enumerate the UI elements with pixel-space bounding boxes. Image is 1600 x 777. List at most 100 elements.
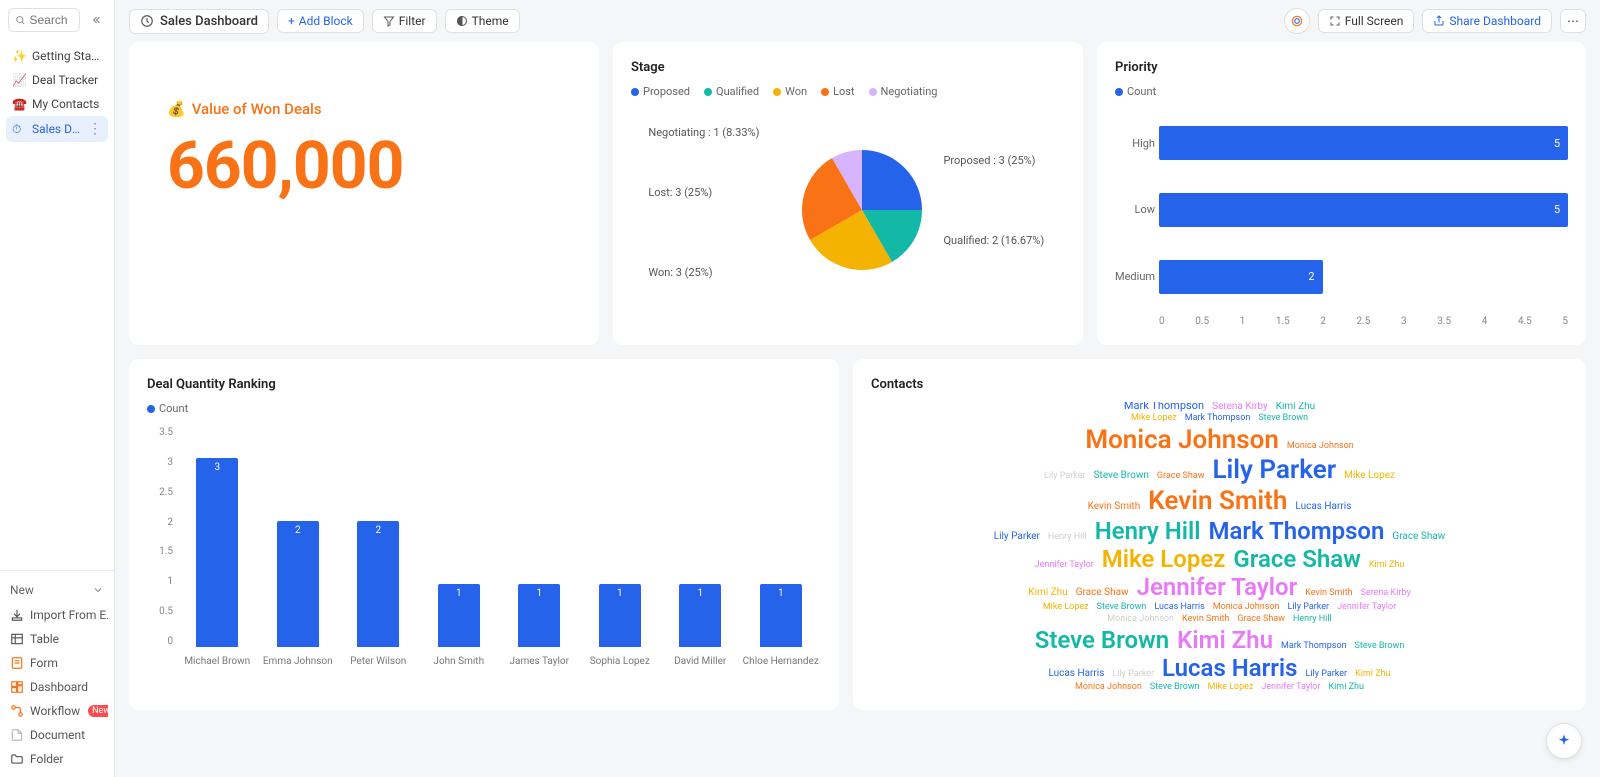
wordcloud-line: Steve BrownKimi ZhuMark ThompsonSteve Br… [1035, 627, 1405, 653]
ranking-bar: 3 [196, 458, 238, 647]
wordcloud-word: Grace Shaw [1076, 587, 1129, 598]
ranking-bar: 1 [599, 584, 641, 647]
wordcloud-word: Henry Hill [1095, 518, 1201, 544]
new-dropdown[interactable]: New [6, 577, 108, 603]
legend-dot [1115, 88, 1123, 96]
ranking-title: Deal Quantity Ranking [147, 377, 821, 392]
wordcloud-word: Mark Thompson [1281, 642, 1347, 652]
wordcloud-word: Monica Johnson [1213, 603, 1280, 613]
ranking-bar: 1 [518, 584, 560, 647]
wordcloud-word: Kevin Smith [1088, 501, 1141, 512]
bar-fill: 5 [1159, 193, 1568, 227]
wordcloud-word: Steve Brown [1150, 683, 1200, 692]
add-block-button[interactable]: + Add Block [277, 9, 364, 33]
wordcloud-line: Kevin SmithKevin SmithLucas Harris [1088, 487, 1352, 516]
legend-item: Count [1115, 85, 1156, 98]
wordcloud-line: Monica JohnsonMonica Johnson [1085, 426, 1353, 455]
stage-title: Stage [631, 60, 1065, 75]
bar-value: 3 [214, 462, 220, 473]
legend-dot [704, 88, 712, 96]
nav-item-icon: ☎️ [12, 97, 26, 111]
wordcloud-word: Kimi Zhu [1177, 627, 1273, 653]
contacts-card: Contacts Steve BrownMike LopezLily Parke… [853, 359, 1586, 710]
tool-label: Table [30, 632, 59, 646]
bar-category: Sophia Lopez [580, 656, 660, 667]
fullscreen-icon [1329, 15, 1341, 27]
axis-tick: 3.5 [1437, 316, 1451, 327]
wordcloud-word: Kimi Zhu [1276, 402, 1315, 412]
pie-label: Lost: 3 (25%) [648, 186, 712, 199]
priority-card: Priority Count High5Low5Medium2 00.511.5… [1097, 42, 1586, 345]
bar-category: Chloe Hernandez [741, 656, 821, 667]
legend-label: Proposed [643, 85, 690, 98]
search-box[interactable] [8, 8, 80, 32]
priority-bar-row: Medium2 [1159, 260, 1568, 294]
wordcloud-word: Jennifer Taylor [1261, 683, 1320, 692]
bar-category: Michael Brown [177, 656, 257, 667]
item-menu-icon[interactable]: ⋮ [88, 121, 102, 137]
pie-chart [792, 140, 932, 280]
share-button[interactable]: Share Dashboard [1422, 9, 1552, 33]
pie-slice [862, 150, 922, 210]
bar-category: David Miller [660, 656, 740, 667]
bar-value: 2 [295, 525, 301, 536]
sidebar-item[interactable]: ☎️My Contacts [6, 92, 108, 116]
ranking-bar: 1 [760, 584, 802, 647]
tool-item[interactable]: Dashboard [6, 675, 108, 699]
filter-button[interactable]: Filter [372, 9, 437, 33]
sidebar-item[interactable]: ✨Getting Started [6, 44, 108, 68]
bar-fill: 5 [1159, 126, 1568, 160]
wordcloud-word: Kimi Zhu [1369, 561, 1404, 571]
fab-button[interactable] [1546, 723, 1582, 759]
wordcloud-word: Kevin Smith [1182, 615, 1229, 625]
fullscreen-label: Full Screen [1345, 14, 1404, 28]
tool-item: Document [6, 723, 108, 747]
logo-button[interactable] [1284, 8, 1310, 34]
wordcloud-word: Monica Johnson [1075, 683, 1142, 692]
sidebar-item[interactable]: 📈Deal Tracker [6, 68, 108, 92]
bar-value: 1 [697, 588, 703, 599]
theme-button[interactable]: Theme [445, 9, 520, 33]
tool-label: Document [30, 728, 85, 742]
tool-item[interactable]: Folder [6, 747, 108, 771]
wordcloud-word: Kimi Zhu [1328, 683, 1363, 692]
share-icon [1433, 15, 1445, 27]
wordcloud-word: Mark Thompson [1124, 402, 1204, 412]
chevron-left-icon [89, 13, 103, 27]
tool-item[interactable]: Table [6, 627, 108, 651]
nav-item-label: Getting Started [32, 49, 102, 63]
tool-label: Dashboard [30, 680, 88, 694]
wordcloud-word: Lily Parker [1287, 603, 1329, 613]
wordcloud-word: Steve Brown [1097, 603, 1147, 613]
filter-icon [383, 15, 395, 27]
tool-item[interactable]: Form [6, 651, 108, 675]
collapse-sidebar-button[interactable] [86, 10, 106, 30]
tool-item[interactable]: WorkflowNew [6, 699, 108, 723]
wordcloud-word: Grace Shaw [1392, 531, 1445, 542]
wordcloud-word: Henry Hill [1293, 615, 1332, 625]
sidebar-item[interactable]: ⏱Sales Dashbo...⋮ [6, 116, 108, 142]
search-input[interactable] [30, 13, 74, 27]
bar-value: 2 [375, 525, 381, 536]
stage-card: Stage ProposedQualifiedWonLostNegotiatin… [613, 42, 1083, 345]
axis-tick: 4 [1482, 316, 1488, 327]
tool-item[interactable]: Import From E... [6, 603, 108, 627]
wordcloud-word: Mike Lopez [1208, 683, 1254, 692]
chevron-down-icon [92, 584, 104, 596]
ranking-bar: 1 [438, 584, 480, 647]
fullscreen-button[interactable]: Full Screen [1318, 9, 1415, 33]
wordcloud-line: Lucas HarrisLily ParkerLucas HarrisLily … [1048, 655, 1390, 681]
wordcloud-word: Serena Kirby [1212, 402, 1268, 412]
wordcloud-word: Mark Thompson [1185, 414, 1251, 424]
axis-tick: 0 [147, 636, 173, 647]
bar-category: John Smith [419, 656, 499, 667]
legend-dot [631, 88, 639, 96]
page-title-chip[interactable]: Sales Dashboard [129, 9, 269, 34]
legend-label: Count [159, 402, 188, 415]
page-title: Sales Dashboard [160, 14, 258, 29]
more-button[interactable]: ⋯ [1560, 9, 1586, 33]
axis-tick: 0 [1159, 316, 1165, 327]
flow-icon [10, 704, 24, 718]
dashboard-icon [140, 14, 154, 28]
legend-label: Won [785, 85, 807, 98]
